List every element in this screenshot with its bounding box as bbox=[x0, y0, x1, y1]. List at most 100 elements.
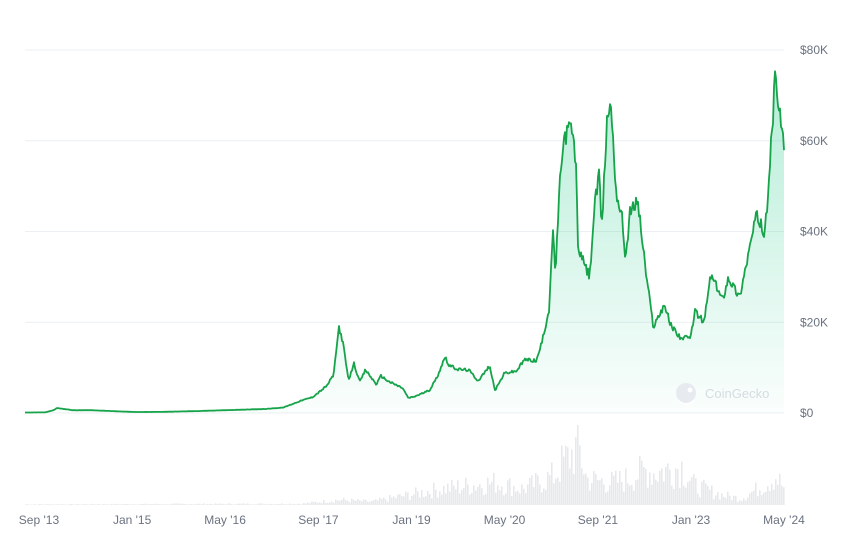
volume-bar bbox=[299, 504, 301, 505]
volume-bar bbox=[733, 496, 735, 505]
volume-bar bbox=[737, 502, 739, 505]
volume-bar bbox=[363, 499, 365, 505]
volume-bar bbox=[377, 500, 379, 505]
volume-bar bbox=[383, 498, 385, 505]
volume-bar bbox=[709, 490, 711, 505]
volume-bar bbox=[703, 480, 705, 505]
volume-bar bbox=[169, 504, 171, 505]
volume-bar bbox=[557, 478, 559, 505]
volume-bar bbox=[637, 479, 639, 505]
volume-bar bbox=[647, 488, 649, 505]
volume-bar bbox=[655, 480, 657, 505]
volume-bar bbox=[185, 504, 187, 505]
volume-bar bbox=[179, 504, 181, 505]
volume-bar bbox=[697, 494, 699, 505]
volume-bar bbox=[329, 502, 331, 505]
volume-bar bbox=[731, 500, 733, 505]
volume-bar bbox=[757, 496, 759, 505]
volume-bar bbox=[393, 496, 395, 505]
volume-bar bbox=[101, 505, 103, 506]
volume-bar bbox=[711, 485, 713, 505]
volume-bar bbox=[527, 484, 529, 505]
volume-bar bbox=[511, 496, 513, 505]
volume-bar bbox=[187, 505, 189, 506]
volume-bar bbox=[85, 504, 87, 505]
volume-bar bbox=[183, 504, 185, 505]
volume-bar bbox=[379, 498, 381, 505]
volume-bar bbox=[517, 491, 519, 505]
volume-bar bbox=[181, 504, 183, 505]
volume-bar bbox=[105, 504, 107, 505]
volume-bar bbox=[69, 504, 71, 505]
volume-bar bbox=[285, 504, 287, 505]
volume-bar bbox=[389, 495, 391, 505]
y-tick-label: $0 bbox=[800, 406, 814, 420]
volume-bar bbox=[319, 502, 321, 505]
volume-bar bbox=[27, 504, 29, 505]
volume-bar bbox=[283, 504, 285, 505]
volume-bar bbox=[571, 449, 573, 505]
volume-bar bbox=[103, 504, 105, 505]
volume-bar bbox=[203, 503, 205, 505]
volume-bar bbox=[753, 491, 755, 505]
volume-bar bbox=[601, 478, 603, 505]
volume-bar bbox=[433, 483, 435, 505]
volume-bar bbox=[427, 491, 429, 505]
volume-bar bbox=[767, 486, 769, 505]
volume-bar bbox=[525, 493, 527, 505]
volume-bar bbox=[439, 491, 441, 505]
volume-bar bbox=[625, 468, 627, 505]
volume-bar bbox=[411, 496, 413, 505]
volume-bar bbox=[347, 501, 349, 505]
volume-bar bbox=[663, 482, 665, 505]
volume-bar bbox=[449, 492, 451, 505]
volume-bar bbox=[259, 503, 261, 505]
volume-bar bbox=[291, 504, 293, 505]
volume-bar bbox=[507, 480, 509, 505]
volume-bar bbox=[375, 499, 377, 505]
volume-bar bbox=[415, 487, 417, 505]
volume-bar bbox=[661, 469, 663, 505]
volume-bar bbox=[537, 475, 539, 505]
volume-bar bbox=[219, 503, 221, 505]
volume-bar bbox=[549, 475, 551, 505]
volume-bar bbox=[237, 504, 239, 505]
volume-bar bbox=[163, 504, 165, 505]
volume-bar bbox=[55, 505, 57, 506]
volume-bar bbox=[453, 486, 455, 505]
volume-bar bbox=[75, 504, 77, 505]
volume-bar bbox=[247, 503, 249, 505]
volume-bar bbox=[747, 497, 749, 505]
volume-bar bbox=[679, 488, 681, 505]
volume-bar bbox=[49, 504, 51, 505]
volume-bar bbox=[327, 503, 329, 505]
volume-bar bbox=[39, 504, 41, 505]
volume-bar bbox=[361, 501, 363, 505]
volume-bar bbox=[595, 474, 597, 505]
volume-bar bbox=[333, 503, 335, 505]
volume-bar bbox=[407, 493, 409, 505]
price-area bbox=[25, 71, 784, 413]
volume-bar bbox=[143, 504, 145, 505]
volume-bar bbox=[547, 472, 549, 505]
volume-bar bbox=[153, 504, 155, 505]
volume-bar bbox=[275, 504, 277, 505]
volume-bar bbox=[603, 485, 605, 505]
x-tick-label: Sep '21 bbox=[578, 513, 619, 527]
volume-bar bbox=[649, 472, 651, 505]
y-tick-label: $40K bbox=[800, 225, 828, 239]
volume-bar bbox=[719, 500, 721, 505]
volume-bar bbox=[193, 504, 195, 505]
volume-bar bbox=[189, 504, 191, 505]
volume-bar bbox=[653, 473, 655, 505]
volume-bar bbox=[723, 497, 725, 505]
volume-bar bbox=[225, 504, 227, 505]
volume-bar bbox=[563, 457, 565, 505]
volume-bar bbox=[37, 505, 39, 506]
volume-bar bbox=[175, 503, 177, 505]
volume-bar bbox=[313, 502, 315, 505]
volume-bar bbox=[577, 425, 579, 505]
volume-bar bbox=[771, 484, 773, 505]
